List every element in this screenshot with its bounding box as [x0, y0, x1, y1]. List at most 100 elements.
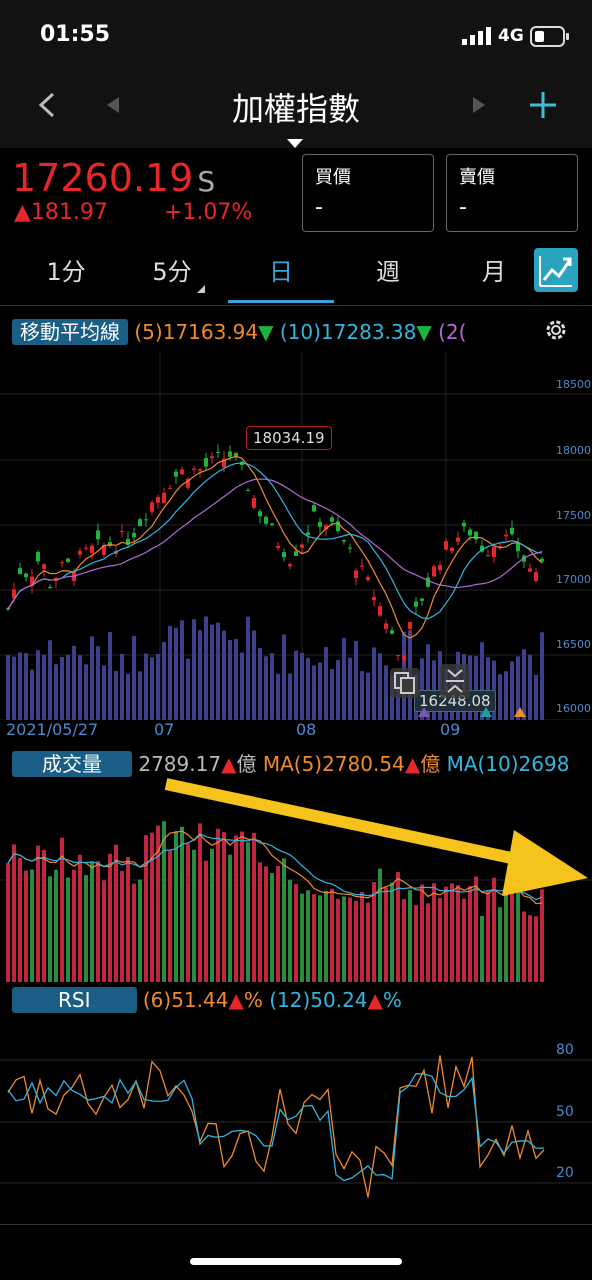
volume-chart[interactable] [0, 776, 592, 984]
candle-body [138, 519, 142, 527]
rsi-chart[interactable] [0, 1018, 592, 1224]
volume-bar [438, 898, 442, 982]
volume-bar [480, 915, 484, 982]
volume-bar-bg [288, 673, 292, 720]
price-y-tick: 16000 [556, 702, 591, 715]
volume-bar [426, 903, 430, 982]
price-y-tick: 18500 [556, 378, 591, 391]
volume-bar [462, 898, 466, 982]
candle-body [156, 497, 160, 503]
candle-body [36, 551, 40, 562]
volume-bar [138, 879, 142, 982]
candle-body [300, 544, 304, 548]
compress-icon[interactable] [440, 664, 470, 698]
home-indicator[interactable] [190, 1258, 402, 1265]
volume-bar [282, 858, 286, 982]
volume-bar [498, 907, 502, 982]
rsi-badge[interactable]: RSI [12, 987, 137, 1013]
price-chart[interactable] [0, 352, 592, 720]
volume-bar [186, 843, 190, 982]
network-type: 4G [498, 26, 524, 46]
tab-week[interactable]: 週 [376, 258, 400, 286]
vol-ma5-unit: 億 [420, 752, 441, 776]
tab-5min[interactable]: 5分 [152, 258, 192, 286]
back-icon[interactable] [36, 92, 60, 118]
candle-body [282, 552, 286, 558]
ma5-arrow: ▼ [258, 320, 274, 344]
volume-bar-bg [66, 654, 70, 720]
volume-bar-bg [522, 649, 526, 720]
volume-bar-bg [144, 653, 148, 720]
candle-body [270, 523, 274, 526]
moving-average-line [7, 462, 543, 620]
candle-body [354, 570, 358, 579]
trend-chart-icon [539, 256, 572, 287]
volume-bar-bg [108, 631, 112, 720]
volume-bar [378, 868, 382, 982]
volume-bar [180, 826, 184, 982]
ma-badge[interactable]: 移動平均線 [12, 319, 128, 345]
candle-body [12, 589, 16, 599]
volume-bar-bg [120, 653, 124, 720]
battery-icon [530, 26, 569, 47]
ma5-value: (5)17163.94 [134, 320, 259, 344]
moving-average-line [7, 455, 543, 639]
prev-icon[interactable] [104, 95, 122, 115]
candle-body [30, 576, 34, 586]
rsi-line [7, 1073, 545, 1182]
volume-badge[interactable]: 成交量 [12, 751, 132, 777]
chart-settings-button[interactable] [534, 248, 578, 292]
candle-body [222, 458, 226, 468]
candle-body [450, 547, 454, 552]
rsi-y-tick: 80 [556, 1042, 574, 1058]
candle-body [468, 529, 472, 536]
volume-bar [456, 885, 460, 982]
candle-body [438, 565, 442, 571]
volume-bar-bg [6, 655, 10, 720]
volume-bar [240, 831, 244, 982]
volume-bar [300, 893, 304, 982]
volume-bar-bg [300, 652, 304, 720]
volume-bar [48, 876, 52, 982]
volume-bar [210, 848, 214, 982]
next-icon[interactable] [470, 95, 488, 115]
volume-bar-bg [84, 664, 88, 720]
volume-bar-bg [186, 658, 190, 720]
rsi6-value: (6)51.44 [142, 988, 229, 1012]
volume-bar-bg [270, 653, 274, 720]
volume-bar [216, 828, 220, 982]
tab-day[interactable]: 日 [269, 258, 293, 286]
volume-arrow: ▲ [221, 752, 237, 776]
volume-bar [198, 823, 202, 982]
candle-body [378, 606, 382, 616]
high-marker: 18034.19 [246, 426, 332, 450]
volume-bar-bg [426, 644, 430, 720]
volume-bar [372, 882, 376, 982]
volume-bar [360, 892, 364, 982]
price-x-tick: 08 [296, 720, 317, 739]
volume-bar [84, 875, 88, 982]
volume-bar [474, 876, 478, 982]
volume-bar [126, 857, 130, 982]
candle-body [204, 458, 208, 467]
candle-body [18, 568, 22, 574]
tab-1min[interactable]: 1分 [46, 258, 86, 286]
volume-bar [36, 845, 40, 982]
copy-icon[interactable] [390, 668, 420, 698]
divider [0, 305, 592, 306]
volume-bar [72, 869, 76, 982]
volume-bar [30, 869, 34, 982]
volume-bar-bg [336, 659, 340, 720]
page-title: 加權指數 [231, 90, 360, 128]
volume-bar-bg [54, 664, 58, 720]
tab-month[interactable]: 月 [482, 258, 506, 286]
candle-body [42, 564, 46, 569]
add-icon[interactable] [528, 90, 558, 120]
dropdown-caret-icon[interactable] [286, 138, 304, 150]
volume-bar [402, 899, 406, 982]
volume-bar [354, 900, 358, 982]
volume-value: 2789.17 [138, 752, 222, 776]
signal-icon [462, 27, 491, 45]
rsi-line [7, 1055, 545, 1198]
gear-icon[interactable] [542, 316, 570, 344]
